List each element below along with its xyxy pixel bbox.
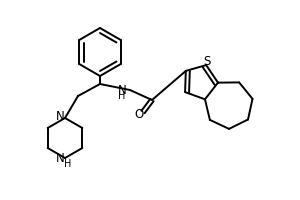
Text: N: N — [56, 110, 64, 123]
Text: O: O — [134, 108, 144, 120]
Text: H: H — [64, 159, 72, 169]
Text: S: S — [203, 55, 211, 68]
Text: N: N — [118, 84, 126, 97]
Text: N: N — [56, 152, 64, 166]
Text: H: H — [118, 91, 126, 101]
